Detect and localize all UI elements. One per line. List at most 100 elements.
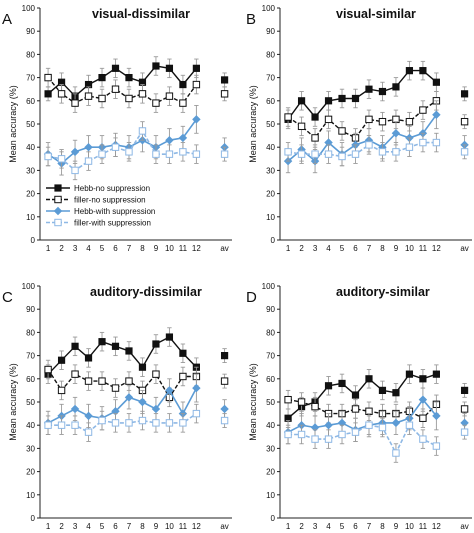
- data-point: [125, 347, 133, 355]
- y-tick-label: 80: [266, 50, 275, 59]
- data-point: [84, 428, 93, 436]
- x-tick-label: 12: [192, 522, 201, 531]
- data-point: [165, 136, 174, 145]
- data-point: [351, 391, 360, 399]
- data-point: [44, 73, 52, 82]
- series-line: [47, 336, 197, 375]
- data-point: [44, 152, 52, 161]
- data-point: [57, 356, 66, 364]
- data-point: [311, 435, 319, 443]
- data-point: [192, 115, 201, 124]
- y-tick-label: 60: [266, 97, 275, 106]
- data-point: [152, 150, 160, 158]
- series-line: [47, 118, 198, 165]
- data-point: [365, 85, 373, 93]
- series-line: [287, 398, 438, 433]
- data-point: [391, 129, 401, 138]
- y-tick-label: 60: [26, 375, 35, 384]
- data-point: [138, 397, 147, 407]
- av-point: [220, 150, 229, 158]
- y-tick-label: 80: [26, 328, 35, 337]
- x-tick-label: 6: [353, 244, 358, 253]
- legend: Hebb-no suppression filler-no suppression…: [46, 184, 155, 228]
- data-point: [284, 148, 292, 156]
- data-point: [432, 411, 441, 421]
- data-point: [179, 148, 187, 156]
- data-point: [311, 150, 319, 158]
- panel-title: visual-dissimilar: [92, 7, 190, 21]
- data-point: [152, 340, 160, 348]
- x-tick-label: 12: [432, 244, 441, 253]
- data-point: [179, 80, 187, 89]
- data-point: [418, 395, 428, 404]
- av-point: [220, 404, 229, 414]
- data-point: [125, 377, 133, 385]
- data-point: [419, 375, 427, 383]
- data-point: [138, 363, 147, 371]
- y-tick-label: 100: [262, 4, 276, 13]
- data-point: [432, 442, 441, 450]
- x-tick-label: 6: [353, 522, 358, 531]
- data-point: [324, 382, 333, 390]
- panel-letter: C: [2, 289, 13, 306]
- data-point: [297, 122, 306, 131]
- y-tick-label: 40: [266, 143, 275, 152]
- data-point: [378, 117, 387, 126]
- data-point: [392, 83, 400, 91]
- x-tick-label: 3: [73, 522, 78, 531]
- data-point: [57, 386, 66, 395]
- data-point: [405, 421, 414, 429]
- y-tick-label: 20: [26, 468, 35, 477]
- y-tick-label: 100: [262, 282, 276, 291]
- data-point: [57, 155, 66, 163]
- y-axis-label: Mean accuracy (%): [248, 363, 258, 441]
- data-point: [432, 78, 440, 86]
- data-point: [124, 393, 134, 402]
- series-line: [287, 114, 438, 163]
- av-point: [220, 377, 229, 385]
- panel-letter: D: [246, 289, 257, 306]
- av-point: [220, 416, 229, 425]
- x-tick-label: 2: [59, 244, 64, 253]
- legend-entry: filler-with suppression: [74, 219, 151, 228]
- x-tick-label: 2: [59, 522, 64, 531]
- data-point: [71, 421, 79, 429]
- series-line: [47, 369, 197, 399]
- data-point: [324, 420, 333, 430]
- data-point: [351, 94, 360, 103]
- data-point: [84, 142, 93, 152]
- x-tick-label: 8: [140, 244, 145, 253]
- data-point: [419, 435, 427, 443]
- x-tick-label: 1: [46, 244, 51, 253]
- data-point: [324, 435, 333, 443]
- panel-title: auditory-dissimilar: [90, 285, 202, 299]
- av-point: [460, 117, 469, 126]
- data-point: [84, 377, 93, 385]
- data-point: [192, 150, 201, 158]
- series-line: [47, 387, 198, 424]
- y-tick-label: 70: [26, 74, 35, 83]
- data-point: [311, 113, 319, 121]
- y-tick-label: 30: [26, 444, 35, 453]
- x-tick-label: 9: [394, 244, 399, 253]
- data-point: [192, 64, 200, 72]
- y-tick-label: 90: [266, 305, 275, 314]
- data-point: [138, 90, 147, 98]
- data-point: [392, 389, 400, 397]
- series-line: [47, 129, 197, 172]
- data-point: [432, 370, 440, 378]
- data-point: [432, 138, 441, 147]
- y-tick-label: 10: [266, 491, 275, 500]
- data-point: [324, 150, 333, 158]
- data-point: [138, 127, 147, 135]
- data-point: [351, 150, 360, 158]
- data-point: [98, 150, 106, 158]
- x-tick-label: 9: [154, 522, 159, 531]
- av-point: [460, 428, 469, 436]
- data-point: [284, 430, 292, 439]
- y-tick-label: 60: [26, 97, 35, 106]
- y-tick-label: 40: [26, 421, 35, 430]
- data-point: [111, 384, 120, 392]
- x-tick-label: 10: [405, 522, 414, 531]
